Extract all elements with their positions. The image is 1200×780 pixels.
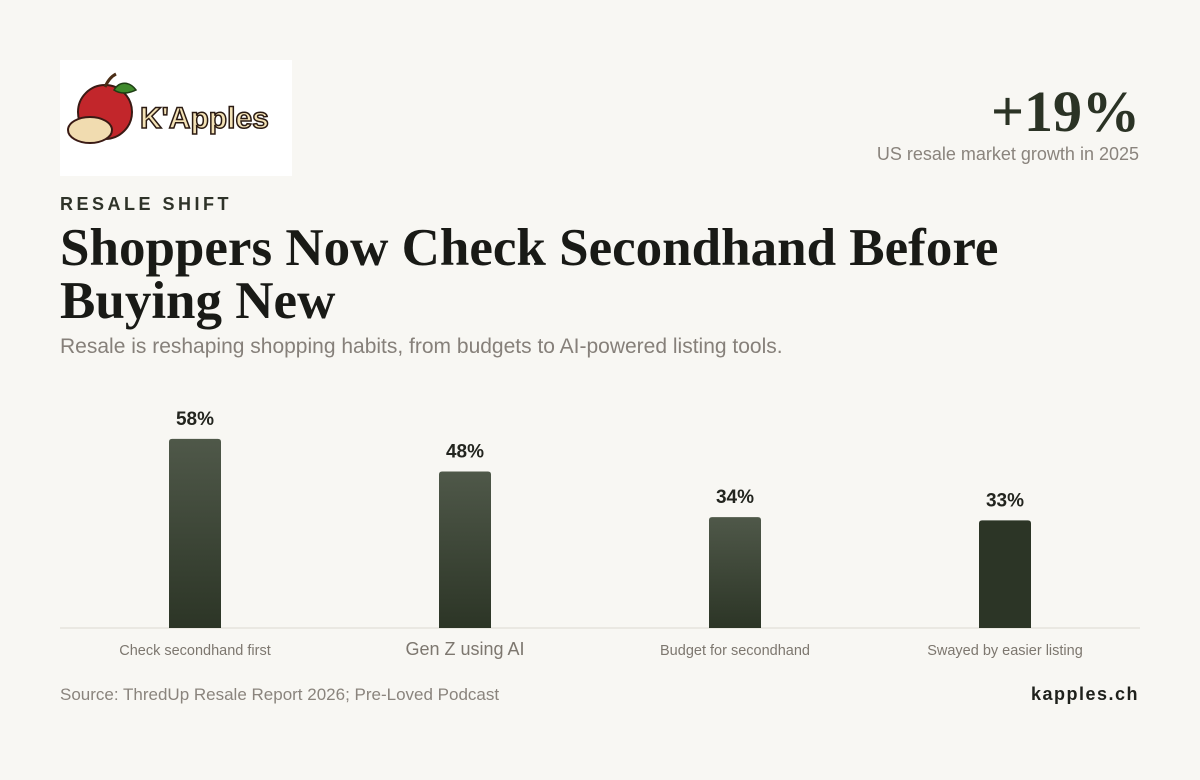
value-label: 48%: [446, 442, 484, 463]
stat-label: US resale market growth in 2025: [876, 144, 1139, 164]
kicker: RESALE SHIFT: [60, 194, 233, 214]
value-label: 58%: [176, 409, 214, 430]
x-tick-label: Check secondhand first: [119, 643, 271, 659]
title: Shoppers Now Check Secondhand Before Buy…: [60, 219, 999, 330]
x-tick-label: Swayed by easier listing: [927, 643, 1083, 659]
value-label: 33%: [986, 490, 1024, 511]
value-label: 34%: [716, 487, 754, 508]
subtitle: Resale is reshaping shopping habits, fro…: [60, 335, 783, 358]
logo: K'Apples: [60, 60, 292, 176]
bar: [979, 520, 1031, 628]
site: kapples.ch: [1030, 684, 1139, 704]
x-tick-label: Budget for secondhand: [660, 643, 810, 659]
chart: 58% Check secondhand first 48% Gen Z using …: [60, 409, 1140, 659]
logo-text: K'Apples: [140, 102, 269, 135]
bar: [169, 438, 221, 628]
source: Source: ThredUp Resale Report 2026; Pre-…: [60, 685, 500, 704]
bar: [439, 471, 491, 628]
x-tick-label: Gen Z using AI: [405, 639, 524, 659]
bar: [709, 517, 761, 628]
stat-value: +19%: [990, 79, 1140, 144]
logo-graphic: K'Apples: [67, 72, 270, 144]
